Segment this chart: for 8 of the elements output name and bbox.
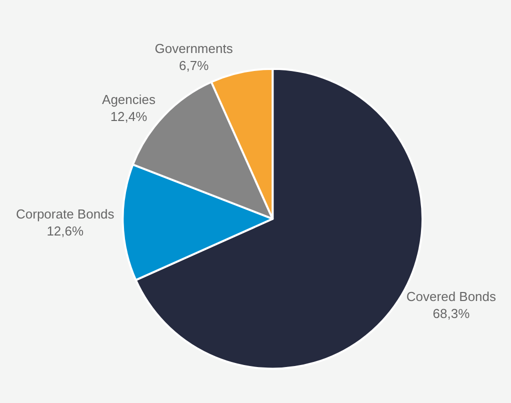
slice-label: Agencies (102, 92, 156, 107)
slice-label: Covered Bonds (406, 289, 497, 304)
data-label: 12,4% (110, 108, 148, 124)
data-label: 6,7% (178, 58, 210, 73)
slice-label: Governments (154, 41, 234, 56)
data-label: 12,6% (46, 224, 84, 239)
data-label: 68,3% (432, 306, 470, 322)
slice-label: Corporate Bonds (16, 206, 115, 222)
